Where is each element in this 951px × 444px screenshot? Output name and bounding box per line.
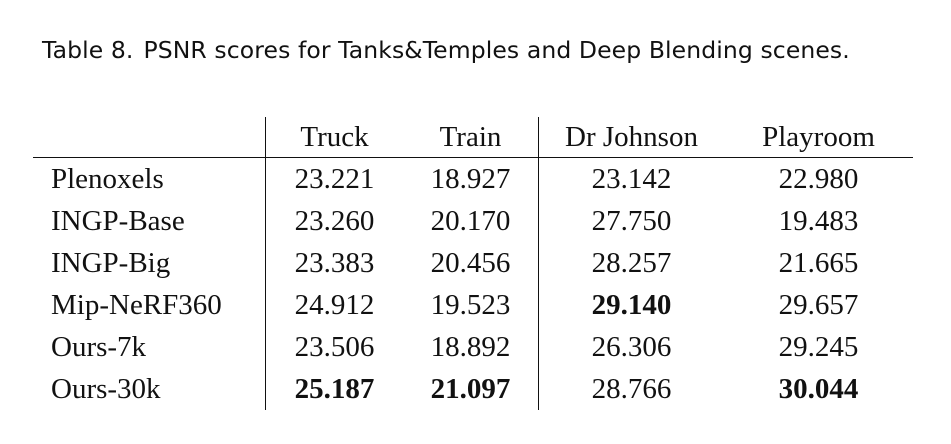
method-name: INGP-Base <box>51 205 185 237</box>
method-name: Plenoxels <box>51 163 164 195</box>
method-name: Mip-NeRF360 <box>51 289 222 321</box>
score-cell: 18.927 <box>430 163 511 195</box>
table-row: Plenoxels 23.221 18.927 23.142 22.980 <box>33 157 913 200</box>
header-train: Train <box>403 117 538 158</box>
score-cell: 23.142 <box>537 157 725 200</box>
method-name: Ours-30k <box>51 373 161 405</box>
method-name: INGP-Big <box>51 247 171 279</box>
score-cell: 23.221 <box>264 157 404 200</box>
score-cell: 18.892 <box>430 331 511 363</box>
score-cell: 27.750 <box>537 200 725 242</box>
score-cell: 23.383 <box>264 242 404 284</box>
score-cell: 29.657 <box>778 289 859 321</box>
header-row: Truck Train Dr Johnson Playroom <box>33 117 913 158</box>
table-body: Plenoxels 23.221 18.927 23.142 22.980 INGP-Ba… <box>33 157 913 410</box>
caption-label: Table 8. <box>42 36 134 64</box>
table-row: Ours-7k 23.506 18.892 26.306 29.245 <box>33 326 913 368</box>
score-cell: 19.523 <box>430 289 511 321</box>
psnr-table: Truck Train Dr Johnson Playroom Plenoxel… <box>33 117 913 410</box>
score-cell: 29.245 <box>778 331 859 363</box>
table-row: INGP-Base 23.260 20.170 27.750 19.483 <box>33 200 913 242</box>
score-cell: 28.257 <box>537 242 725 284</box>
header-playroom: Playroom <box>724 117 913 158</box>
header-method <box>33 117 265 158</box>
score-cell: 23.506 <box>264 326 404 368</box>
caption-text: PSNR scores for Tanks&Temples and Deep B… <box>143 36 850 64</box>
score-cell: 21.097 <box>430 373 511 405</box>
score-cell: 21.665 <box>778 247 859 279</box>
score-cell: 29.140 <box>537 284 725 326</box>
score-cell: 19.483 <box>778 205 859 237</box>
score-cell: 20.170 <box>430 205 511 237</box>
header-truck: Truck <box>264 117 404 158</box>
score-cell: 20.456 <box>430 247 511 279</box>
score-cell: 23.260 <box>264 200 404 242</box>
score-cell: 30.044 <box>778 373 859 405</box>
score-cell: 24.912 <box>264 284 404 326</box>
method-name: Ours-7k <box>51 331 147 363</box>
table-row: Mip-NeRF360 24.912 19.523 29.140 29.657 <box>33 284 913 326</box>
table-row: Ours-30k 25.187 21.097 28.766 30.044 <box>33 368 913 410</box>
score-cell: 22.980 <box>778 163 859 195</box>
score-cell: 28.766 <box>537 368 725 410</box>
header-dr-johnson: Dr Johnson <box>537 117 725 158</box>
score-cell: 25.187 <box>264 368 404 410</box>
score-cell: 26.306 <box>537 326 725 368</box>
table-caption: Table 8. PSNR scores for Tanks&Temples an… <box>42 36 850 64</box>
table-row: INGP-Big 23.383 20.456 28.257 21.665 <box>33 242 913 284</box>
